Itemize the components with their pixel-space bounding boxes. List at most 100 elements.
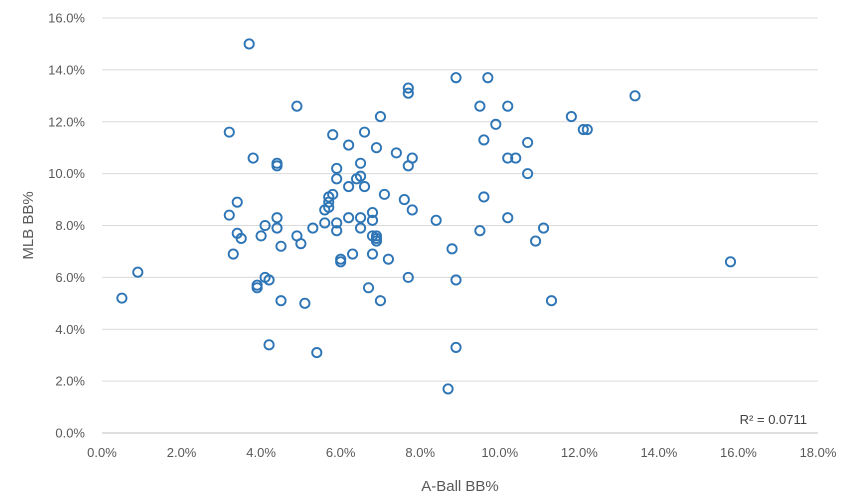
scatter-point — [406, 152, 418, 164]
scatter-point — [510, 152, 522, 164]
scatter-point — [402, 82, 414, 94]
scatter-point — [402, 271, 414, 283]
scatter-point — [366, 248, 379, 260]
x-axis-tick-labels: 0.0% 2.0% 4.0% 6.0% 8.0% 10.0% 12.0% 14.0% 16.0%… — [87, 445, 837, 460]
scatter-point — [347, 248, 359, 260]
scatter-point — [502, 212, 514, 224]
scatter-point — [251, 279, 263, 291]
y-axis-tick-labels: 0.0% 2.0% 4.0% 6.0% 8.0% 10.0% 12.0% 14.0% 16.0% — [48, 11, 85, 441]
scatter-point — [382, 253, 394, 265]
y-tick-label: 10.0% — [48, 166, 85, 181]
scatter-point — [522, 136, 534, 149]
scatter-point — [327, 129, 339, 141]
scatter-point — [490, 118, 502, 130]
scatter-point — [255, 230, 267, 242]
scatter-point — [227, 248, 239, 260]
scatter-point — [366, 206, 379, 219]
scatter-point — [335, 256, 347, 268]
scatter-point — [450, 72, 462, 84]
scatter-point — [299, 297, 311, 309]
data-points — [116, 38, 737, 395]
scatter-point — [478, 134, 490, 146]
scatter-point — [358, 126, 371, 138]
scatter-point — [355, 212, 367, 224]
scatter-point — [343, 139, 355, 151]
scatter-point — [366, 214, 379, 226]
scatter-point — [581, 123, 593, 136]
scatter-point — [271, 212, 283, 224]
scatter-point — [374, 295, 386, 307]
scatter-point — [259, 219, 271, 232]
scatter-point — [343, 181, 355, 193]
scatter-point — [311, 347, 323, 359]
x-tick-label: 0.0% — [87, 445, 117, 460]
scatter-point — [223, 126, 235, 138]
scatter-point — [331, 162, 343, 174]
scatter-point — [132, 266, 144, 278]
y-tick-label: 6.0% — [55, 270, 85, 285]
scatter-point — [474, 100, 486, 112]
x-tick-label: 8.0% — [405, 445, 435, 460]
scatter-point — [331, 217, 343, 229]
scatter-point — [502, 100, 514, 112]
scatter-point — [327, 188, 339, 200]
x-tick-label: 4.0% — [246, 445, 276, 460]
x-tick-label: 18.0% — [800, 445, 837, 460]
scatter-point — [331, 225, 343, 237]
scatter-point — [116, 292, 128, 304]
scatter-point — [355, 157, 367, 169]
scatter-point — [263, 339, 275, 351]
scatter-point — [374, 111, 386, 123]
y-tick-label: 14.0% — [48, 62, 85, 77]
y-tick-label: 2.0% — [55, 374, 85, 389]
scatter-point — [358, 181, 371, 193]
scatter-point — [235, 232, 247, 245]
scatter-point — [271, 222, 283, 234]
gridlines — [102, 17, 818, 382]
scatter-point — [323, 201, 335, 213]
y-tick-label: 8.0% — [55, 218, 85, 233]
scatter-point — [331, 173, 343, 185]
scatter-point — [565, 111, 577, 123]
scatter-point — [450, 274, 462, 286]
scatter-point — [247, 152, 259, 164]
scatter-point — [355, 222, 367, 234]
scatter-point — [263, 274, 275, 286]
x-tick-label: 10.0% — [481, 445, 518, 460]
scatter-point — [402, 87, 414, 99]
scatter-point — [370, 232, 383, 245]
y-axis-title: MLB BB% — [20, 191, 37, 259]
scatter-point — [275, 295, 287, 307]
scatter-point — [522, 168, 534, 180]
x-tick-label: 16.0% — [720, 445, 757, 460]
scatter-point — [474, 225, 486, 237]
scatter-point — [482, 72, 494, 84]
y-tick-label: 16.0% — [48, 11, 85, 26]
scatter-point — [271, 160, 283, 172]
scatter-point — [450, 341, 462, 353]
scatter-point — [275, 240, 287, 252]
scatter-point — [343, 212, 355, 224]
scatter-point — [502, 152, 514, 164]
scatter-point — [406, 204, 418, 216]
scatter-point — [295, 238, 307, 250]
scatter-point — [724, 256, 737, 268]
scatter-point — [378, 188, 390, 200]
y-tick-label: 4.0% — [55, 322, 85, 337]
scatter-point — [307, 222, 319, 234]
x-tick-label: 12.0% — [561, 445, 598, 460]
x-axis-title: A-Ball BB% — [421, 478, 499, 495]
scatter-point — [362, 282, 375, 294]
scatter-point — [577, 123, 589, 136]
scatter-point — [537, 222, 550, 234]
scatter-point — [530, 235, 542, 247]
scatter-point — [545, 295, 558, 307]
scatter-point — [390, 147, 402, 159]
scatter-point — [478, 191, 490, 203]
x-tick-label: 14.0% — [640, 445, 677, 460]
x-tick-label: 6.0% — [326, 445, 356, 460]
y-tick-label: 12.0% — [48, 114, 85, 129]
x-tick-label: 2.0% — [167, 445, 197, 460]
